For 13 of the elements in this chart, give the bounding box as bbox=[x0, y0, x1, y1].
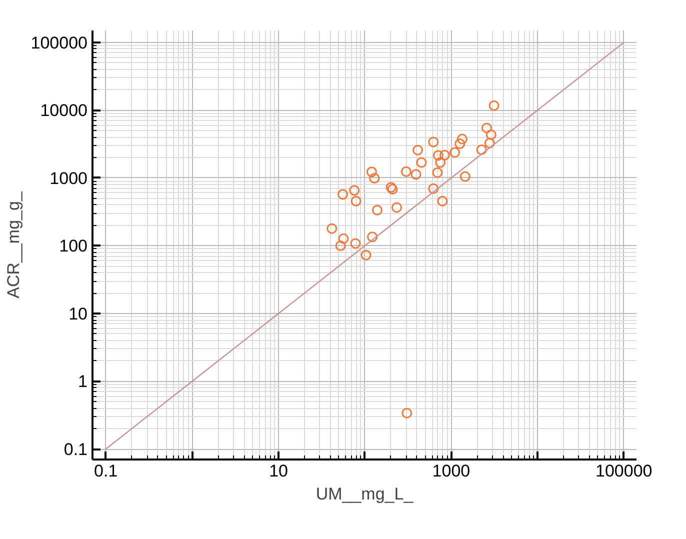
x-tick-label: 10 bbox=[269, 462, 288, 480]
y-tick-label: 0.1 bbox=[64, 440, 88, 460]
x-tick-label: 100000 bbox=[596, 462, 652, 480]
y-axis-title: ACR__mg_g_ bbox=[4, 191, 23, 298]
y-tick-label: 100000 bbox=[30, 33, 88, 52]
y-tick-label: 1 bbox=[78, 372, 88, 392]
y-tick-label: 10 bbox=[68, 304, 88, 324]
x-tick-label: 1000 bbox=[432, 462, 470, 480]
x-axis-title: UM__mg_L_ bbox=[316, 484, 414, 504]
y-tick-label: 10000 bbox=[40, 101, 88, 120]
y-tick-label: 100 bbox=[59, 236, 88, 256]
y-tick-label: 1000 bbox=[50, 168, 88, 188]
x-tick-label: 0.1 bbox=[94, 462, 118, 480]
